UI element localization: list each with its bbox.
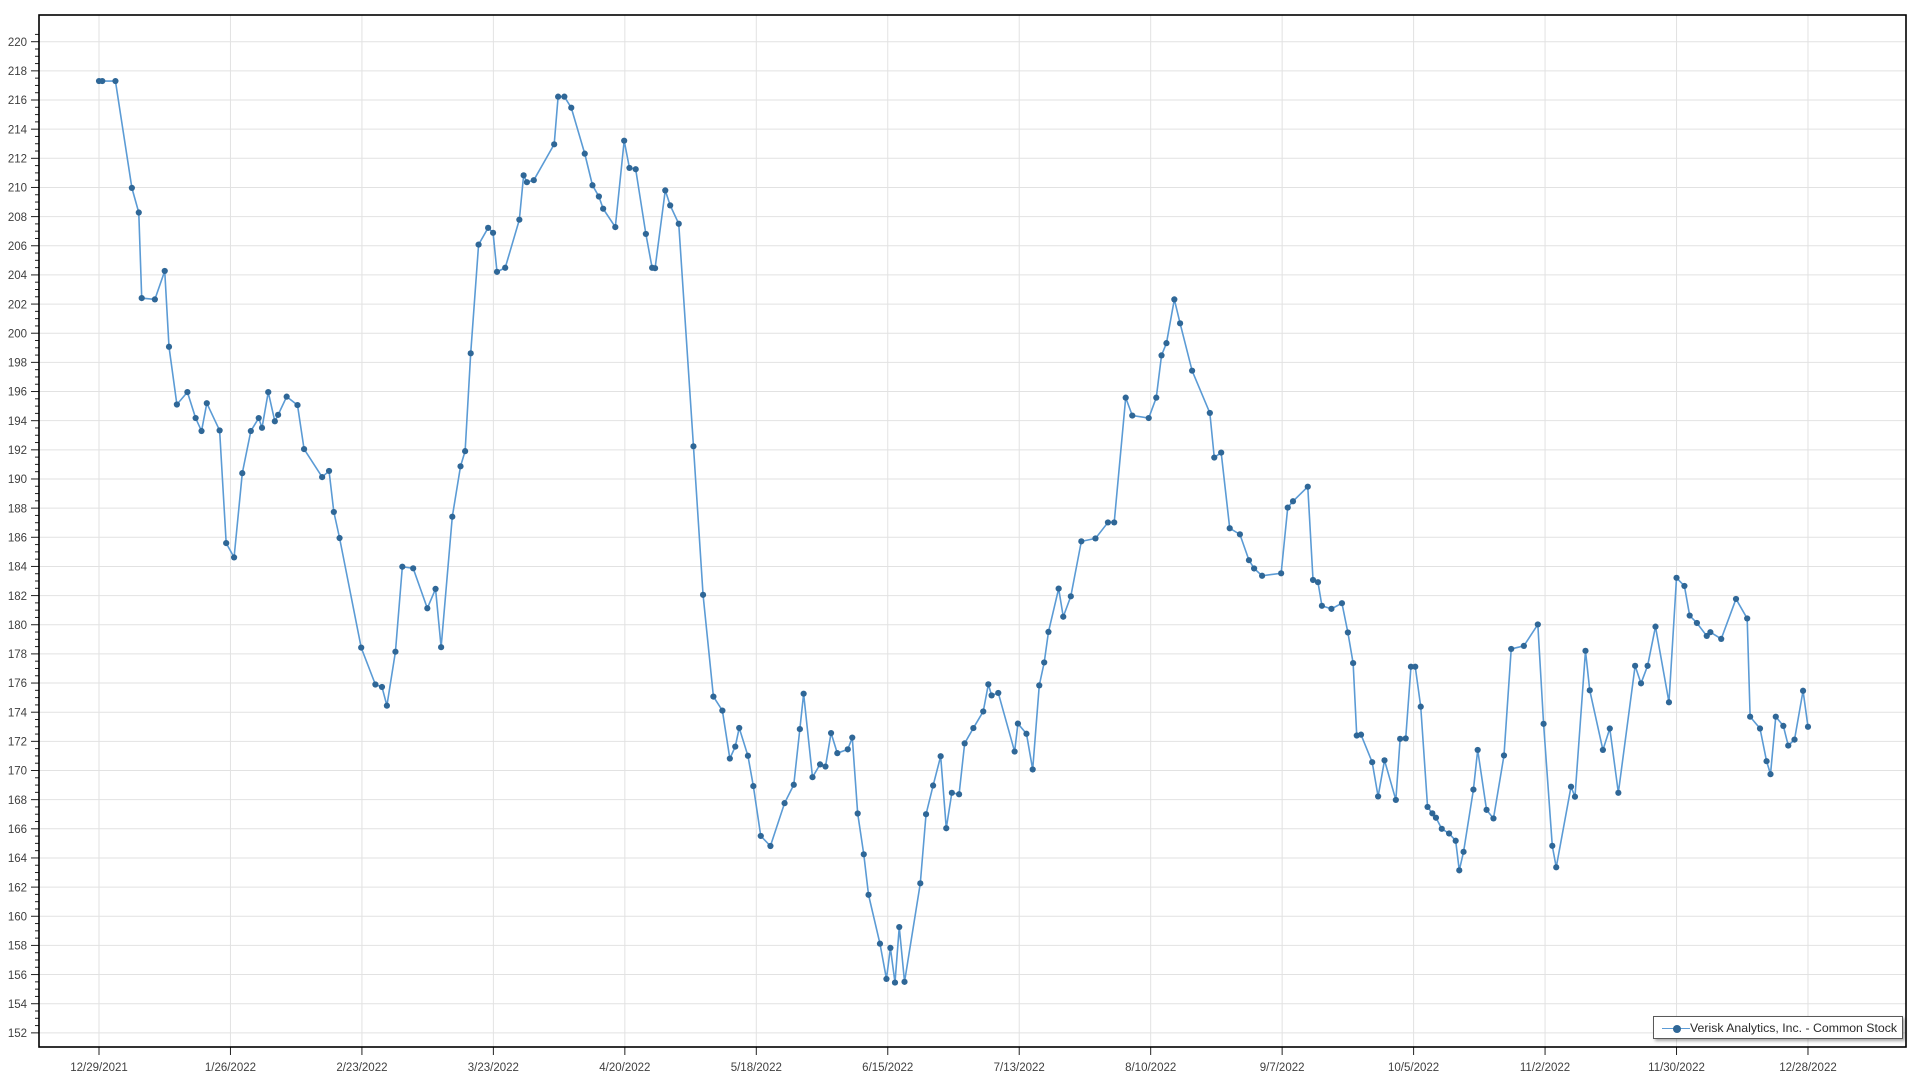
- svg-text:160: 160: [8, 911, 27, 923]
- svg-text:198: 198: [8, 358, 27, 370]
- svg-text:1/26/2022: 1/26/2022: [205, 1062, 256, 1074]
- svg-text:184: 184: [8, 562, 28, 574]
- svg-text:9/7/2022: 9/7/2022: [1260, 1062, 1305, 1074]
- svg-text:220: 220: [8, 37, 27, 49]
- svg-text:158: 158: [8, 941, 27, 953]
- svg-text:210: 210: [8, 183, 27, 195]
- svg-text:202: 202: [8, 299, 27, 311]
- svg-text:154: 154: [8, 999, 28, 1011]
- svg-text:10/5/2022: 10/5/2022: [1388, 1062, 1439, 1074]
- svg-text:2/23/2022: 2/23/2022: [336, 1062, 387, 1074]
- svg-text:186: 186: [8, 532, 27, 544]
- svg-text:200: 200: [8, 328, 27, 340]
- svg-text:182: 182: [8, 591, 27, 603]
- svg-text:11/2/2022: 11/2/2022: [1520, 1062, 1570, 1074]
- svg-text:174: 174: [8, 707, 28, 719]
- svg-text:8/10/2022: 8/10/2022: [1125, 1062, 1176, 1074]
- svg-text:194: 194: [8, 416, 28, 428]
- svg-text:11/30/2022: 11/30/2022: [1648, 1062, 1705, 1074]
- svg-text:3/23/2022: 3/23/2022: [468, 1062, 519, 1074]
- svg-text:192: 192: [8, 445, 27, 457]
- svg-text:196: 196: [8, 387, 27, 399]
- svg-text:166: 166: [8, 824, 27, 836]
- svg-text:212: 212: [8, 154, 27, 166]
- svg-text:206: 206: [8, 241, 27, 253]
- svg-text:216: 216: [8, 95, 27, 107]
- svg-text:162: 162: [8, 882, 27, 894]
- svg-text:164: 164: [8, 853, 28, 865]
- svg-text:180: 180: [8, 620, 27, 632]
- svg-text:12/29/2021: 12/29/2021: [70, 1062, 128, 1074]
- svg-text:176: 176: [8, 678, 27, 690]
- svg-text:152: 152: [8, 1028, 27, 1040]
- svg-text:168: 168: [8, 795, 27, 807]
- svg-text:170: 170: [8, 766, 27, 778]
- svg-text:214: 214: [8, 124, 28, 136]
- svg-text:172: 172: [8, 737, 27, 749]
- svg-text:218: 218: [8, 66, 27, 78]
- svg-text:178: 178: [8, 649, 27, 661]
- svg-text:12/28/2022: 12/28/2022: [1779, 1062, 1837, 1074]
- svg-text:204: 204: [8, 270, 28, 282]
- svg-text:208: 208: [8, 212, 27, 224]
- svg-text:6/15/2022: 6/15/2022: [862, 1062, 913, 1074]
- svg-text:190: 190: [8, 474, 27, 486]
- svg-text:7/13/2022: 7/13/2022: [994, 1062, 1045, 1074]
- svg-text:5/18/2022: 5/18/2022: [731, 1062, 782, 1074]
- svg-text:156: 156: [8, 970, 27, 982]
- svg-text:188: 188: [8, 503, 27, 515]
- svg-text:4/20/2022: 4/20/2022: [599, 1062, 650, 1074]
